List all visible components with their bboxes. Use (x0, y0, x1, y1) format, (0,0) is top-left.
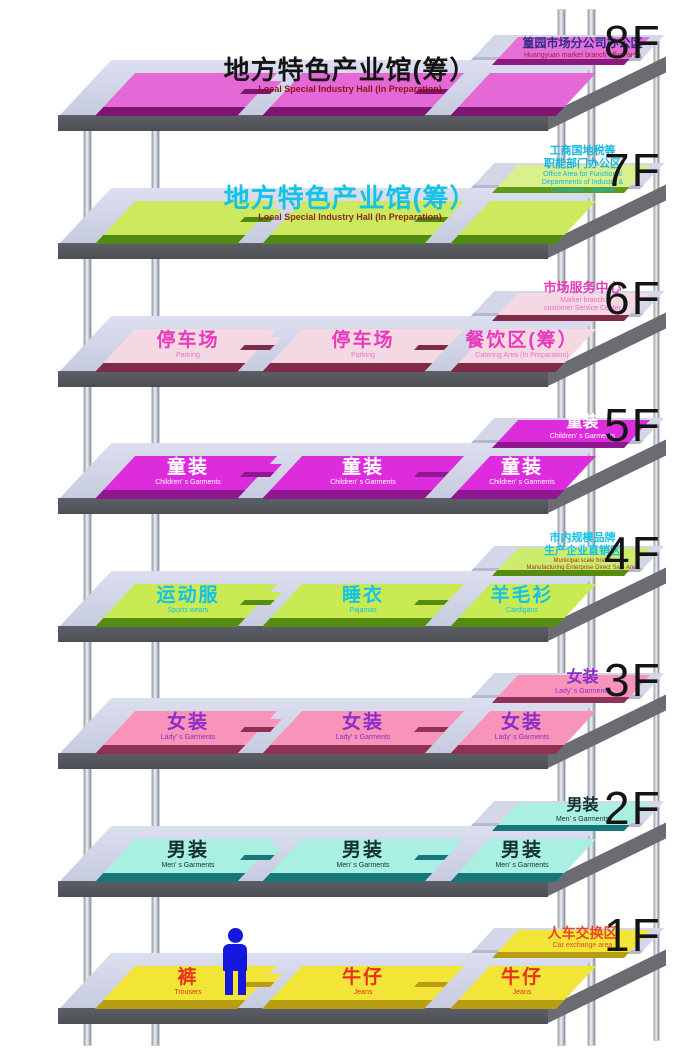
person-legs (214, 971, 256, 995)
back-label-zh: 童装 (566, 414, 599, 431)
back-label-zh: 男装 (566, 797, 599, 814)
floor-title-zh: 地方特色产业馆(筹） (223, 55, 477, 85)
slab-front (58, 498, 548, 514)
back-label-en: Market branch customer Service Center (543, 296, 622, 312)
floor-5f: 童装 Children' s Garments 童装 Children' s G… (0, 398, 700, 538)
back-label-en: Men' s Garments (555, 816, 610, 824)
floor-title-zh: 地方特色产业馆(筹） (223, 183, 477, 213)
pillar-left-back (152, 96, 159, 1045)
section-label: 童装 Children' s Garments (489, 457, 555, 486)
floor-label: 2F (604, 782, 662, 834)
back-label-en: Lady' s Garments (555, 688, 610, 696)
floor-label: 4F (604, 527, 662, 579)
slab-front (58, 753, 548, 769)
floor-7f: 工商国地税等 职能部门办公区 Office Area for Functiona… (0, 143, 700, 283)
pillar-left-front (84, 100, 91, 1045)
back-label-zh: 工商国地税等 职能部门办公区 (544, 145, 621, 170)
floor-title: 地方特色产业馆(筹） Local Special Industry Hall (… (190, 57, 510, 94)
section-label: 运动服 Sports wears (156, 585, 220, 614)
floor-4f: 市内规模品牌 生产企业直销区 Municipal scale brand Man… (0, 526, 700, 666)
back-label-zh: 市场服务中心 (543, 280, 622, 295)
slab-front (58, 881, 548, 897)
floor-label: 3F (604, 654, 662, 706)
floor-8f: 篁园市场分公司办公区 Huangyuan market branch offic… (0, 15, 700, 155)
back-label-en: Municipal scale brand Manufacturing Ente… (526, 558, 639, 572)
section-label: 餐饮区(筹） Catering Area (In Preparation) (465, 330, 579, 359)
back-label-zh: 人车交换区 (547, 925, 618, 941)
back-label-zh: 市内规模品牌 生产企业直销区 (544, 532, 621, 557)
floor-label: 8F (604, 16, 662, 68)
back-section-label: 女装 Lady' s Garments (500, 669, 665, 696)
back-section-label: 工商国地税等 职能部门办公区 Office Area for Functiona… (500, 145, 665, 195)
back-section-label: 市场服务中心 Market branch customer Service Ce… (500, 280, 665, 313)
floor-label: 7F (604, 144, 662, 196)
floor-label: 1F (604, 909, 662, 961)
back-section-label: 市内规模品牌 生产企业直销区 Municipal scale brand Man… (500, 532, 665, 572)
pillar-right-back (588, 10, 595, 1045)
pillar-right-front (558, 10, 565, 1045)
floor-3f: 女装 Lady' s Garments 女装 Lady' s Garments … (0, 653, 700, 793)
section-label: 停车场 Parking (156, 330, 220, 359)
pillar-far-right (654, 40, 659, 1040)
section-label: 女装 Lady' s Garments (494, 712, 550, 741)
back-section-label: 篁园市场分公司办公区 Huangyuan market branch offic… (500, 36, 665, 60)
person-figure (214, 928, 256, 996)
section-label: 睡衣 Pajamas (341, 585, 384, 614)
back-label-en: Office Area for Functional Departments o… (541, 171, 624, 195)
section-label: 停车场 Parking (331, 330, 395, 359)
person-torso (223, 944, 247, 971)
section-label: 男装 Men' s Garments (161, 840, 215, 869)
floor-label: 6F (604, 272, 662, 324)
back-section-label: 男装 Men' s Garments (500, 797, 665, 824)
section-label: 牛仔 Jeans (500, 967, 543, 996)
section-label: 男装 Men' s Garments (495, 840, 549, 869)
floor-title-en: Local Special Industry Hall (In Preparat… (258, 212, 442, 222)
floor-label: 5F (604, 399, 662, 451)
floor-6f: 市场服务中心 Market branch customer Service Ce… (0, 271, 700, 411)
slab-front (58, 371, 548, 387)
person-head (227, 928, 243, 943)
section-label: 牛仔 Jeans (341, 967, 384, 996)
floor-title-en: Local Special Industry Hall (In Preparat… (258, 84, 442, 94)
slab-front (58, 115, 548, 131)
floor-2f: 男装 Men' s Garments 男装 Men' s Garments 男装… (0, 781, 700, 921)
slab-front (58, 626, 548, 642)
floor-1f: 人车交换区 Car exchange area 裤 Trousers 牛仔 Je… (0, 908, 700, 1048)
back-section-label: 人车交换区 Car exchange area (500, 925, 665, 950)
section-label: 羊毛衫 Cardigans (490, 585, 554, 614)
section-label: 裤 Trousers (174, 967, 202, 996)
section-label: 女装 Lady' s Garments (335, 712, 391, 741)
back-label-zh: 女装 (566, 669, 599, 686)
floor-title: 地方特色产业馆(筹） Local Special Industry Hall (… (190, 185, 510, 222)
back-label-en: Children' s Garments (549, 433, 616, 441)
slab-front (58, 243, 548, 259)
section-label: 童装 Children' s Garments (155, 457, 221, 486)
section-label: 女装 Lady' s Garments (160, 712, 216, 741)
back-section-label: 童装 Children' s Garments (500, 414, 665, 441)
back-label-en: Huangyuan market branch office area (524, 51, 641, 59)
section-label: 男装 Men' s Garments (336, 840, 390, 869)
section-label: 童装 Children' s Garments (330, 457, 396, 486)
slab-front (58, 1008, 548, 1024)
back-label-zh: 篁园市场分公司办公区 (522, 36, 643, 50)
back-label-en: Car exchange area (552, 942, 613, 950)
